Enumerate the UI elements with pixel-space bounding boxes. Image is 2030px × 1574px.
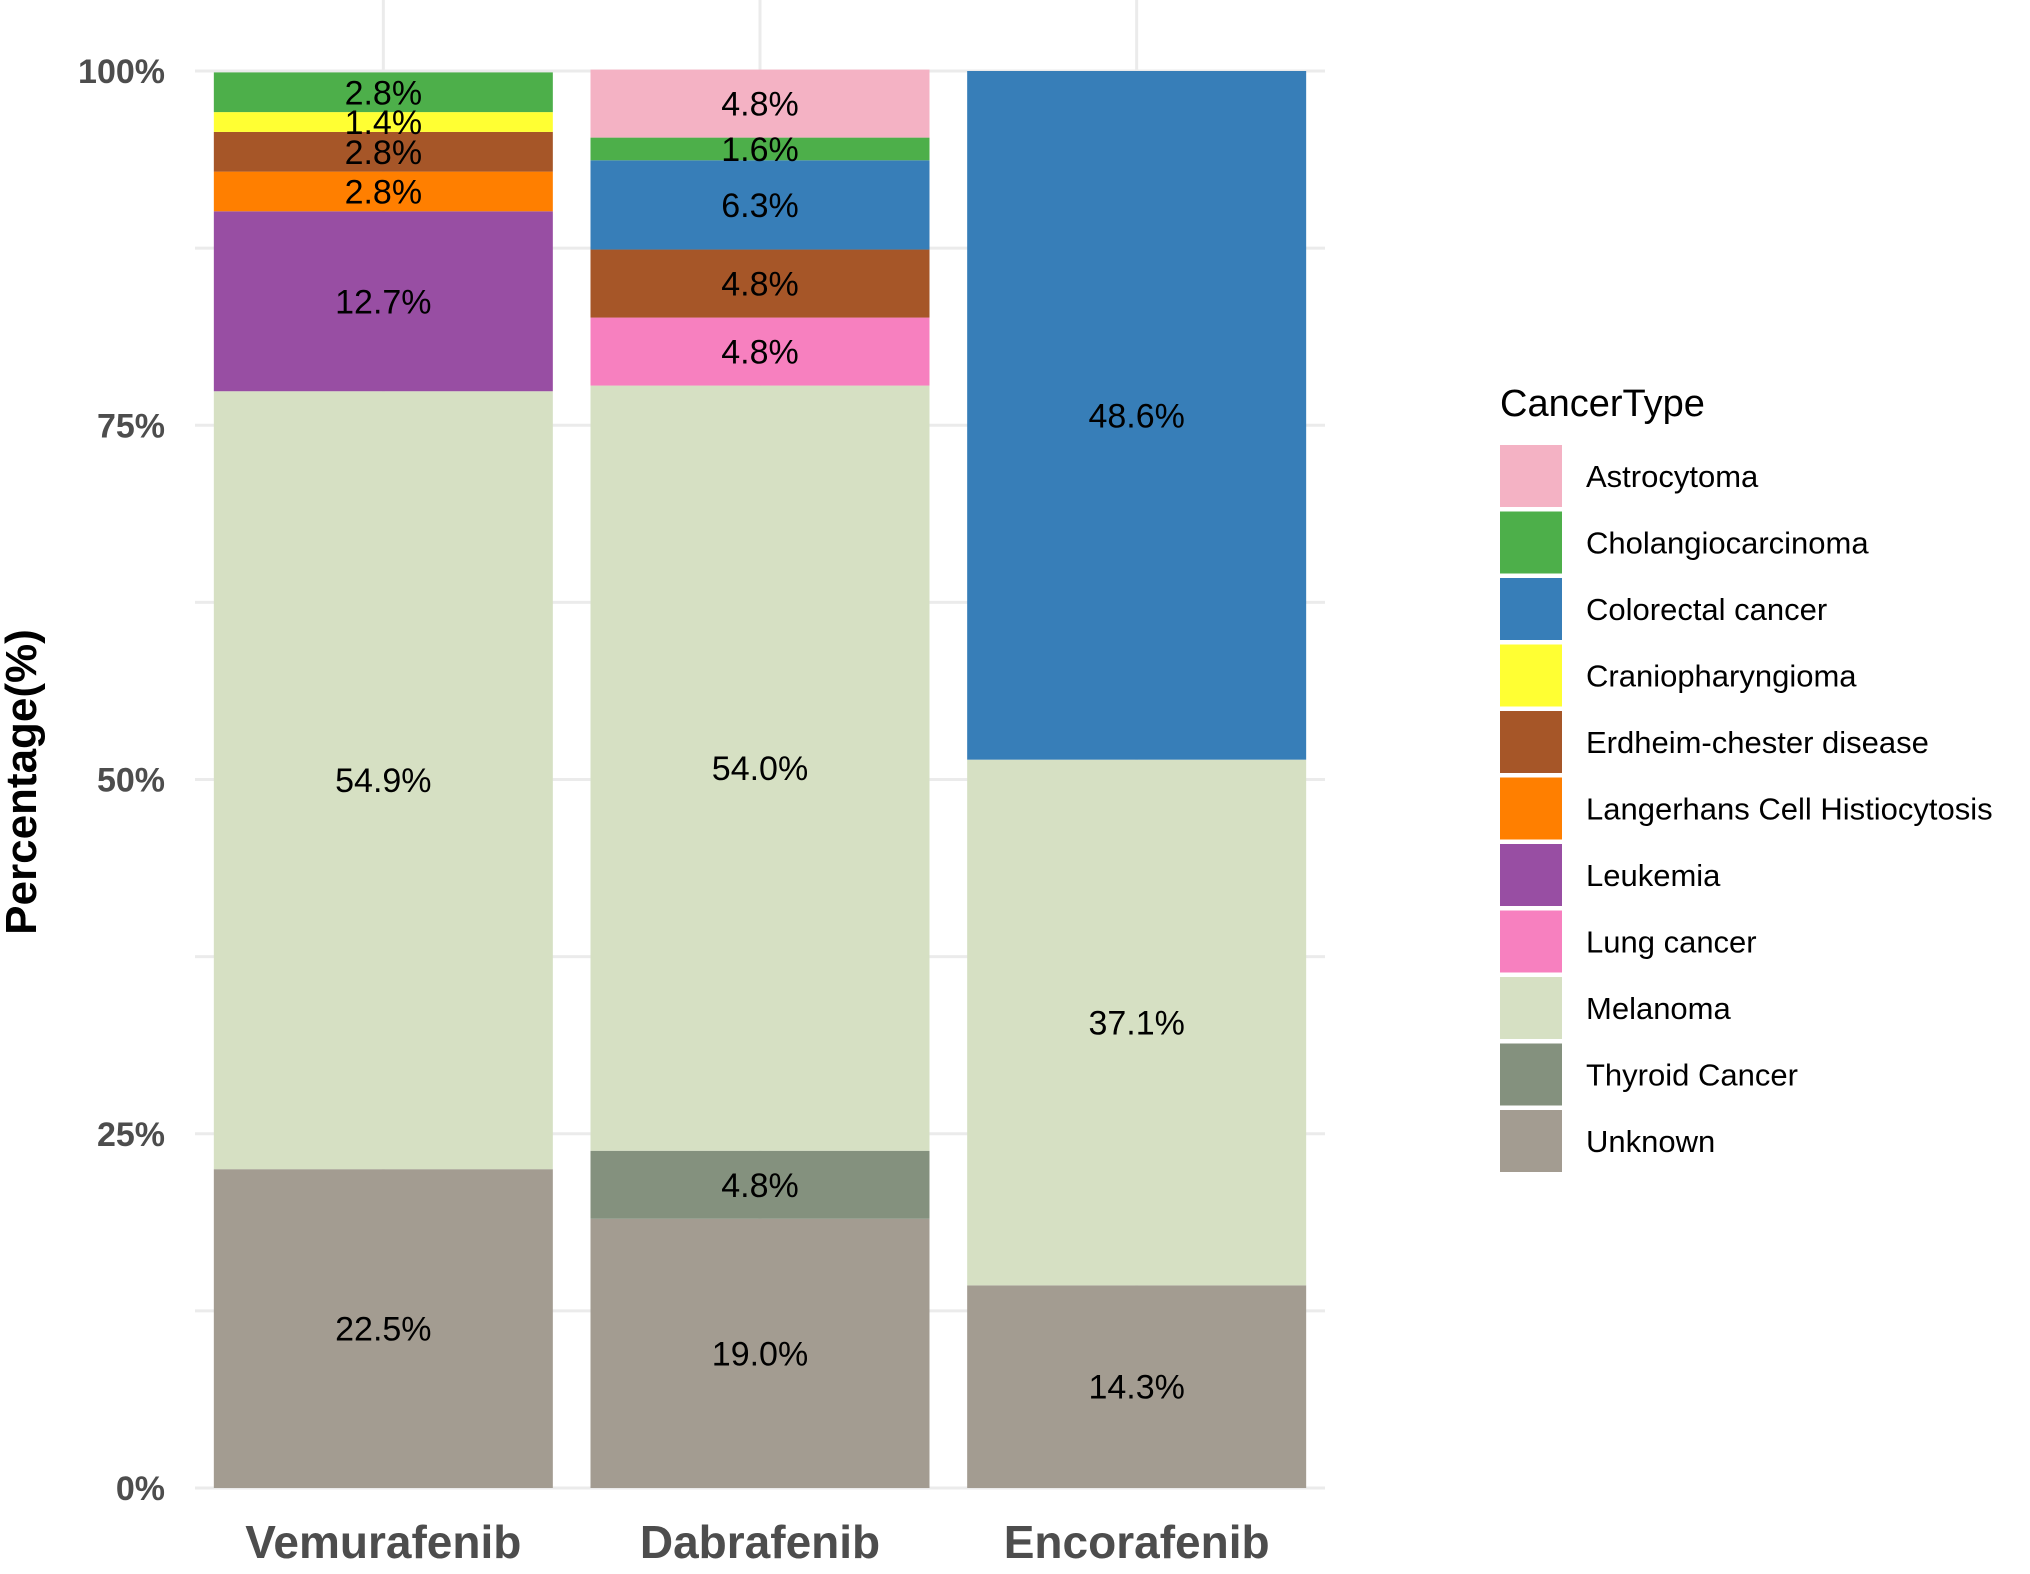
data-label: 2.8% — [345, 134, 423, 172]
legend-swatch — [1500, 844, 1562, 906]
y-tick-label: 50% — [97, 762, 165, 800]
legend-swatch — [1500, 1110, 1562, 1172]
x-tick-label: Vemurafenib — [245, 1516, 521, 1568]
x-tick-label: Dabrafenib — [640, 1516, 880, 1568]
y-axis-title: Percentage(%) — [0, 629, 46, 935]
legend-label: Thyroid Cancer — [1586, 1058, 1798, 1093]
legend-swatch — [1500, 777, 1562, 840]
legend-swatch — [1500, 1043, 1562, 1106]
data-label: 14.3% — [1088, 1369, 1184, 1407]
data-label: 19.0% — [712, 1335, 808, 1373]
bar-segment-astrocytoma — [590, 69, 930, 138]
bar-segment-melanoma — [213, 391, 553, 1170]
data-label: 54.0% — [712, 750, 808, 788]
legend-swatch — [1500, 977, 1562, 1039]
legend-swatch — [1500, 578, 1562, 640]
data-label: 4.8% — [721, 334, 799, 372]
data-label: 4.8% — [721, 266, 799, 304]
legend-swatch — [1500, 644, 1562, 707]
bar-segment-craniopharyngioma — [213, 112, 553, 132]
legend-label: Leukemia — [1586, 858, 1721, 893]
bar-segment-colorectal-cancer — [967, 71, 1307, 760]
bar-segment-langerhans-cell-histiocytosis — [213, 171, 553, 212]
bar-segment-unknown — [967, 1285, 1307, 1488]
bar-segment-leukemia — [213, 211, 553, 392]
legend-swatch — [1500, 910, 1562, 973]
y-tick-label: 75% — [97, 407, 165, 445]
bar-segment-melanoma — [967, 759, 1307, 1286]
bars: 22.5% 19.0% 14.3% 4.8% 54.9% 54.0% 37.1% 4.8% 12… — [213, 69, 1307, 1488]
bar-segment-unknown — [213, 1169, 553, 1488]
bar-segment-cholangiocarcinoma — [590, 137, 930, 161]
legend-label: Astrocytoma — [1586, 459, 1759, 494]
legend-label: Unknown — [1586, 1124, 1715, 1159]
data-label: 1.4% — [345, 104, 423, 142]
x-axis: Vemurafenib Dabrafenib Encorafenib — [245, 1516, 1269, 1568]
data-label: 2.8% — [345, 173, 423, 211]
data-label: 2.8% — [345, 74, 423, 112]
data-label: 6.3% — [721, 187, 799, 225]
legend-swatch — [1500, 711, 1562, 773]
legend-label: Lung cancer — [1586, 925, 1757, 960]
data-label: 48.6% — [1088, 397, 1184, 435]
data-label: 54.9% — [335, 762, 431, 800]
x-tick-label: Encorafenib — [1004, 1516, 1270, 1568]
legend-label: Cholangiocarcinoma — [1586, 526, 1869, 561]
legend-swatch — [1500, 445, 1562, 507]
legend-label: Langerhans Cell Histiocytosis — [1586, 792, 1993, 827]
y-axis: 0% 25% 50% 75% 100% — [78, 53, 165, 1508]
data-label: 4.8% — [721, 86, 799, 124]
bar-segment-cholangiocarcinoma — [213, 72, 553, 113]
data-label: 37.1% — [1088, 1005, 1184, 1043]
bar-segment-thyroid-cancer — [590, 1150, 930, 1219]
data-label: 22.5% — [335, 1311, 431, 1349]
data-label: 1.6% — [721, 131, 799, 169]
legend-label: Melanoma — [1586, 991, 1731, 1026]
legend: CancerType Astrocytoma Cholangiocarcinoma… — [1500, 383, 1993, 1172]
bar-segment-colorectal-cancer — [590, 160, 930, 250]
legend-title: CancerType — [1500, 383, 1705, 425]
bar-segment-erdheim-chester-disease — [590, 249, 930, 318]
bar-segment-lung-cancer — [590, 317, 930, 386]
bar-segment-melanoma — [590, 385, 930, 1151]
legend-swatch — [1500, 511, 1562, 574]
legend-label: Colorectal cancer — [1586, 592, 1827, 627]
y-tick-label: 25% — [97, 1116, 165, 1154]
bar-segment-unknown — [590, 1218, 930, 1488]
legend-label: Erdheim-chester disease — [1586, 725, 1929, 760]
legend-label: Craniopharyngioma — [1586, 659, 1857, 694]
y-tick-label: 0% — [116, 1470, 165, 1508]
data-label: 4.8% — [721, 1167, 799, 1205]
y-tick-label: 100% — [78, 53, 165, 91]
bar-segment-erdheim-chester-disease — [213, 131, 553, 172]
data-label: 12.7% — [335, 283, 431, 321]
